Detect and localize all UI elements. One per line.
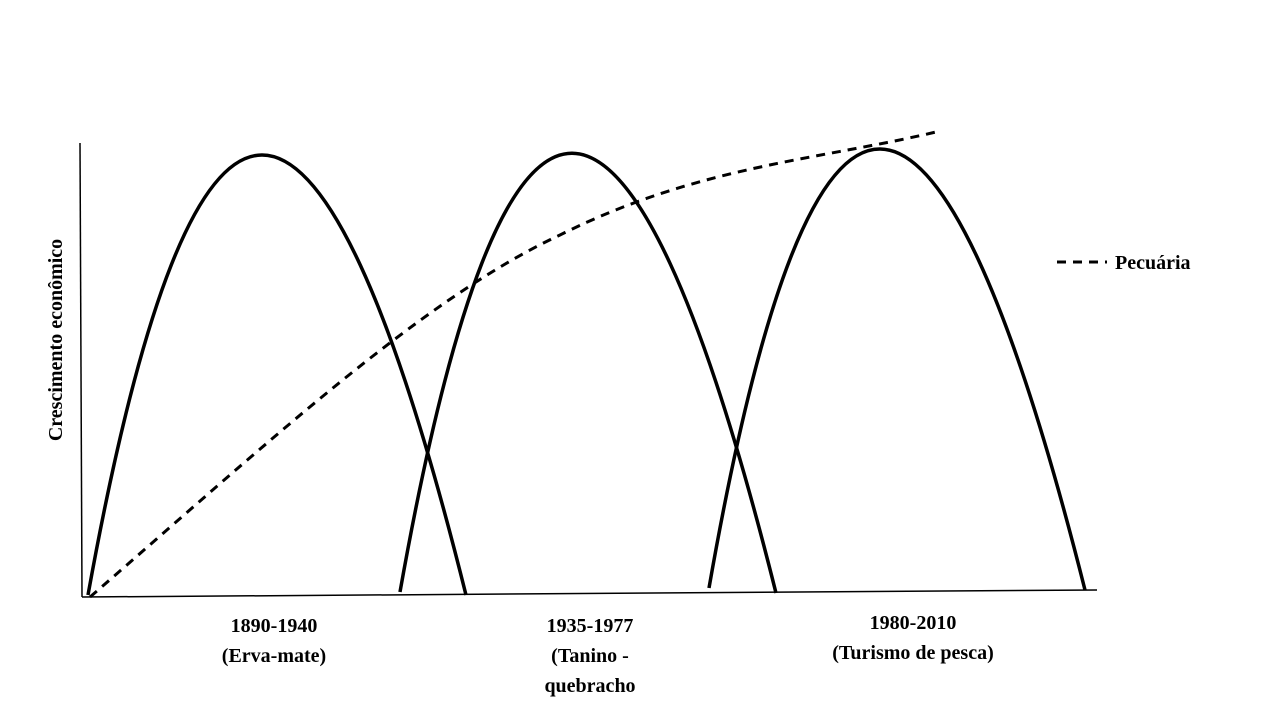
- legend-label: Pecuária: [1115, 252, 1191, 274]
- y-axis-label: Crescimento econômico: [45, 239, 67, 441]
- period-label: quebracho: [544, 675, 635, 697]
- x-axis: [81, 589, 1098, 598]
- y-axis: [79, 142, 83, 598]
- period-label: (Erva-mate): [222, 645, 326, 667]
- cycle-curve: [398, 151, 778, 594]
- livestock-curve: [89, 129, 941, 599]
- period-label: 1890-1940: [231, 615, 318, 637]
- period-label: (Tanino -: [551, 645, 629, 667]
- period-label: 1935-1977: [547, 615, 634, 637]
- period-label: 1980-2010: [870, 612, 957, 634]
- cycle-curve: [86, 153, 468, 596]
- cycle-curve: [707, 147, 1087, 591]
- period-label: (Turismo de pesca): [832, 642, 993, 664]
